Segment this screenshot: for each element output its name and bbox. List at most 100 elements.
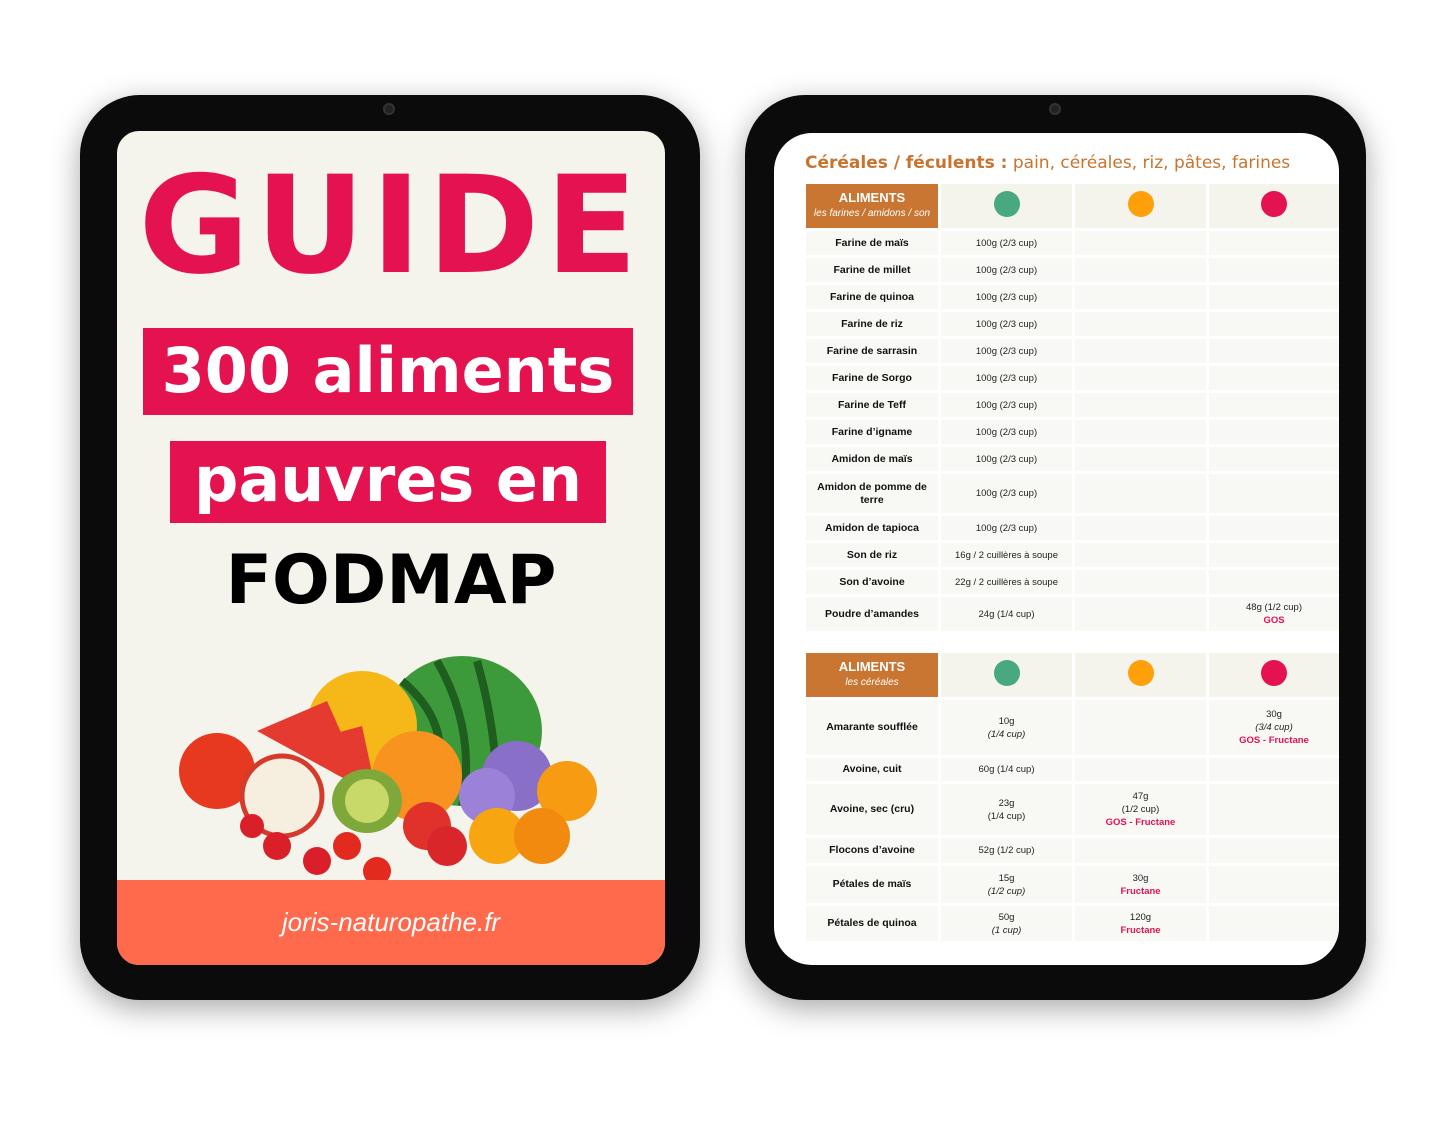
portion-cell (1075, 838, 1206, 863)
table-row: Son de riz 16g / 2 cuillères à soupe (806, 543, 1339, 567)
portion-cell (1209, 784, 1339, 835)
portion-cell: 10g (1/4 cup) (941, 700, 1072, 755)
portion-cell (1209, 339, 1339, 363)
orange-column-header (1075, 653, 1206, 697)
portion-cell (1209, 420, 1339, 444)
camera (1049, 103, 1061, 115)
portion-cell (1209, 393, 1339, 417)
portion-text: 100g (2/3 cup) (975, 264, 1038, 276)
portion-cell (1209, 258, 1339, 282)
portion-text: (1/2 cup) (1121, 804, 1160, 815)
table-row: Poudre d’amandes 24g (1/4 cup) 48g (1/2 cu… (806, 597, 1339, 631)
red-dot-icon (1261, 190, 1287, 217)
orange-column-header (1075, 184, 1206, 228)
food-name: Pétales de quinoa (806, 906, 938, 941)
portion-cell (1209, 570, 1339, 594)
portion-text: 120g (1129, 911, 1152, 923)
portion-text: (1/2 cup) (987, 885, 1026, 897)
green-dot-icon (993, 190, 1020, 217)
portion-text: 52g (1/2 cup) (978, 845, 1035, 856)
portion-cell (1075, 516, 1206, 540)
portion-text: 100g (2/3 cup) (975, 345, 1038, 357)
portion-text: 100g (2/3 cup) (975, 237, 1038, 249)
portion-cell: 52g (1/2 cup) (941, 838, 1072, 863)
food-name: Amidon de maïs (806, 447, 938, 471)
portion-text: 48g (1/2 cup) (1246, 602, 1302, 613)
portion-cell (1209, 447, 1339, 471)
portion-cell (1075, 258, 1206, 282)
portion-text: 100g (2/3 cup) (975, 291, 1038, 303)
table-row: Pétales de quinoa 50g (1 cup) 120g Fructane (806, 906, 1339, 941)
portion-cell (1075, 543, 1206, 567)
fodmap-type: GOS - Fructane (1105, 817, 1176, 828)
portion-cell (1075, 700, 1206, 755)
portion-cell: 100g (2/3 cup) (941, 516, 1072, 540)
portion-cell (1075, 570, 1206, 594)
portion-text: 100g (2/3 cup) (975, 453, 1038, 465)
website-link[interactable]: joris-naturopathe.fr (117, 880, 665, 965)
portion-text: (3/4 cup) (1255, 722, 1293, 733)
fodmap-type: GOS - Fructane (1239, 735, 1309, 746)
portion-cell (1209, 231, 1339, 255)
table-row: Pétales de maïs 15g (1/2 cup) 30g Fructane (806, 866, 1339, 903)
table-row: Farine de Sorgo 100g (2/3 cup) (806, 366, 1339, 390)
heading-rest: pain, céréales, riz, pâtes, farines (1007, 153, 1291, 173)
portion-cell (1209, 516, 1339, 540)
food-name: Flocons d’avoine (806, 838, 938, 863)
green-column-header (941, 184, 1072, 228)
portion-cell (1209, 838, 1339, 863)
portion-cell: 50g (1 cup) (941, 906, 1072, 941)
portion-cell (1075, 231, 1206, 255)
portion-cell: 23g (1/4 cup) (941, 784, 1072, 835)
food-name: Poudre d’amandes (806, 597, 938, 631)
green-column-header (941, 653, 1072, 697)
table-row: Amidon de tapioca 100g (2/3 cup) (806, 516, 1339, 540)
portion-text: 50g (998, 911, 1015, 923)
portion-cell (1209, 474, 1339, 513)
portion-cell: 100g (2/3 cup) (941, 447, 1072, 471)
heading-bold: Céréales / féculents : (805, 153, 1008, 173)
table-row: Farine de maïs 100g (2/3 cup) (806, 231, 1339, 255)
portion-cell (1209, 285, 1339, 309)
fodmap-type: Fructane (1120, 924, 1161, 936)
food-name: Farine de millet (806, 258, 938, 282)
food-name: Farine de quinoa (806, 285, 938, 309)
portion-cell: 100g (2/3 cup) (941, 258, 1072, 282)
orange-dot-icon (1127, 190, 1154, 217)
portion-cell: 100g (2/3 cup) (941, 366, 1072, 390)
portion-cell: 30g Fructane (1075, 866, 1206, 903)
portion-cell (1209, 366, 1339, 390)
red-dot-icon (1261, 659, 1287, 686)
fodmap-type: Fructane (1120, 885, 1161, 897)
portion-cell: 47g (1/2 cup) GOS - Fructane (1075, 784, 1206, 835)
food-name: Amidon de pomme de terre (806, 474, 938, 513)
portion-cell: 100g (2/3 cup) (941, 420, 1072, 444)
food-name: Avoine, cuit (806, 758, 938, 781)
portion-text: (1/4 cup) (987, 810, 1026, 822)
portion-text: 100g (2/3 cup) (975, 399, 1038, 411)
food-name: Farine de sarrasin (806, 339, 938, 363)
portion-cell (1075, 474, 1206, 513)
food-name: Son d’avoine (806, 570, 938, 594)
section-heading: Céréales / féculents : pain, céréales, r… (805, 153, 1290, 173)
green-dot-icon (993, 659, 1020, 686)
portion-cell: 100g (2/3 cup) (941, 231, 1072, 255)
portion-cell (1075, 447, 1206, 471)
portion-text: 15g (998, 872, 1015, 884)
portion-text: 10g (998, 715, 1015, 727)
table-row: Avoine, cuit 60g (1/4 cup) (806, 758, 1339, 781)
portion-text: (1/4 cup) (987, 728, 1026, 740)
aliments-subheader: les farines / amidons / son (813, 208, 931, 219)
portion-cell: 100g (2/3 cup) (941, 312, 1072, 336)
table-row: Farine de Teff 100g (2/3 cup) (806, 393, 1339, 417)
portion-text: 100g (2/3 cup) (975, 426, 1038, 438)
portion-cell (1209, 758, 1339, 781)
fodmap-type: GOS (1263, 615, 1285, 626)
food-name: Farine de riz (806, 312, 938, 336)
portion-cell: 24g (1/4 cup) (941, 597, 1072, 631)
cover-line-2: pauvres en (170, 441, 606, 523)
portion-cell (1075, 312, 1206, 336)
food-name: Farine de Teff (806, 393, 938, 417)
camera (383, 103, 395, 115)
portion-cell (1209, 312, 1339, 336)
